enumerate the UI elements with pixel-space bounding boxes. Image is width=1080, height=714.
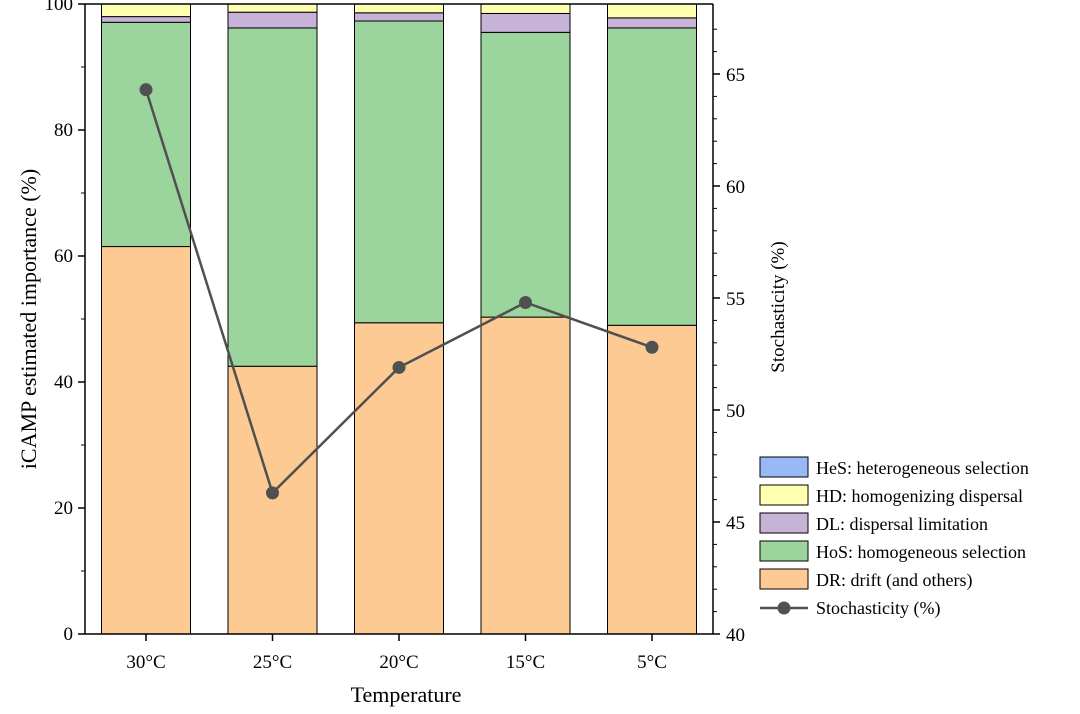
bar-segment — [480, 12, 571, 33]
bar-segment — [607, 324, 697, 635]
legend-label: DL: dispersal limitation — [816, 514, 988, 534]
bar-segment — [354, 20, 444, 324]
x-tick-label: 25°C — [253, 652, 292, 673]
bar-segment — [354, 3, 444, 14]
bar-segment — [101, 16, 191, 23]
legend-label: HeS: heterogeneous selection — [816, 458, 1029, 478]
bar-segment — [101, 3, 191, 18]
x-tick-label: 20°C — [379, 652, 418, 673]
x-tick-label: 30°C — [126, 652, 165, 673]
y-tick-label: 60 — [54, 246, 73, 267]
legend-label: Stochasticity (%) — [816, 598, 940, 619]
legend-swatch — [759, 568, 809, 590]
y-tick-label: 20 — [54, 498, 73, 519]
bar-segment — [354, 12, 444, 22]
bar-segment — [101, 21, 191, 248]
bar-segment — [101, 246, 191, 635]
stochasticity-point — [392, 360, 406, 374]
y2-tick-label: 55 — [726, 289, 745, 310]
y2-tick-label: 45 — [726, 513, 745, 534]
legend-label: HoS: homogeneous selection — [816, 542, 1026, 562]
y-tick-label: 100 — [45, 0, 74, 15]
y2-tick-label: 40 — [726, 625, 745, 646]
bar-segment — [607, 3, 697, 19]
stochasticity-point — [266, 486, 279, 500]
y-tick-label: 40 — [54, 372, 73, 393]
bar-segment — [607, 17, 697, 29]
bar-segment — [227, 27, 318, 367]
y2-axis-title: Stochasticity (%) — [768, 241, 789, 372]
bar-segment — [227, 3, 318, 13]
x-tick-label: 5°C — [637, 652, 667, 673]
stochasticity-point — [645, 340, 659, 354]
y2-tick-label: 65 — [726, 65, 745, 86]
y-tick-label: 0 — [64, 624, 74, 645]
y2-tick-label: 50 — [726, 401, 745, 422]
bar-segment — [480, 31, 571, 318]
bar-segment — [480, 316, 571, 635]
bar-segment — [354, 322, 444, 635]
bar-segment — [227, 365, 318, 635]
bar-segment — [480, 3, 571, 14]
legend-label: DR: drift (and others) — [816, 570, 972, 591]
legend-label: HD: homogenizing dispersal — [816, 486, 1023, 506]
legend-swatch — [759, 484, 809, 506]
bar-segment — [607, 27, 697, 326]
legend-swatch — [759, 456, 809, 478]
x-axis-title: Temperature — [351, 682, 462, 707]
bar-segment — [227, 11, 318, 29]
y-axis-title: iCAMP estimated importance (%) — [16, 169, 41, 469]
legend-marker — [777, 601, 791, 615]
stochasticity-point — [139, 83, 153, 97]
y2-tick-label: 60 — [726, 177, 745, 198]
stochasticity-point — [519, 295, 532, 309]
legend-swatch — [759, 512, 809, 534]
y-tick-label: 80 — [54, 120, 73, 141]
x-tick-label: 15°C — [506, 652, 545, 673]
legend-swatch — [759, 540, 809, 562]
